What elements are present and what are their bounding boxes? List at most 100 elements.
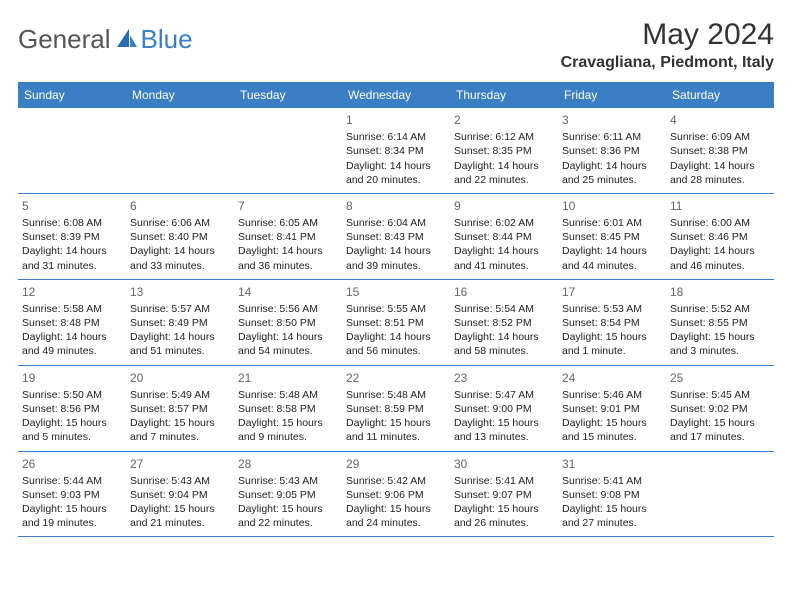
day-info-line: Daylight: 15 hours — [22, 416, 122, 430]
day-info-line: and 31 minutes. — [22, 259, 122, 273]
day-info-line: Daylight: 15 hours — [346, 502, 446, 516]
day-info-line: Sunset: 8:38 PM — [670, 144, 770, 158]
day-info-line: and 5 minutes. — [22, 430, 122, 444]
calendar-day-cell: 25Sunrise: 5:45 AMSunset: 9:02 PMDayligh… — [666, 366, 774, 451]
calendar-day-cell — [234, 108, 342, 193]
calendar-day-cell: 9Sunrise: 6:02 AMSunset: 8:44 PMDaylight… — [450, 194, 558, 279]
day-info-line: and 24 minutes. — [346, 516, 446, 530]
weekday-header: Friday — [558, 82, 666, 108]
day-info-line: Sunset: 9:01 PM — [562, 402, 662, 416]
day-info-line: Sunset: 8:40 PM — [130, 230, 230, 244]
day-number: 9 — [454, 198, 554, 214]
day-info-line: Sunrise: 6:02 AM — [454, 216, 554, 230]
day-number: 10 — [562, 198, 662, 214]
logo-text-1: General — [18, 24, 111, 55]
day-number: 18 — [670, 284, 770, 300]
day-info-line: Daylight: 15 hours — [130, 416, 230, 430]
calendar-day-cell: 21Sunrise: 5:48 AMSunset: 8:58 PMDayligh… — [234, 366, 342, 451]
calendar-day-cell: 22Sunrise: 5:48 AMSunset: 8:59 PMDayligh… — [342, 366, 450, 451]
calendar-day-cell: 14Sunrise: 5:56 AMSunset: 8:50 PMDayligh… — [234, 280, 342, 365]
weekday-header: Sunday — [18, 82, 126, 108]
day-info-line: Sunset: 8:56 PM — [22, 402, 122, 416]
day-info-line: and 20 minutes. — [346, 173, 446, 187]
calendar-day-cell: 26Sunrise: 5:44 AMSunset: 9:03 PMDayligh… — [18, 452, 126, 537]
day-info-line: Daylight: 14 hours — [346, 159, 446, 173]
day-info-line: and 17 minutes. — [670, 430, 770, 444]
day-info-line: and 11 minutes. — [346, 430, 446, 444]
day-number: 12 — [22, 284, 122, 300]
day-info-line: and 7 minutes. — [130, 430, 230, 444]
day-info-line: Sunset: 8:58 PM — [238, 402, 338, 416]
day-number: 26 — [22, 456, 122, 472]
day-number: 7 — [238, 198, 338, 214]
day-info-line: Sunrise: 5:43 AM — [130, 474, 230, 488]
calendar-week-row: 5Sunrise: 6:08 AMSunset: 8:39 PMDaylight… — [18, 194, 774, 280]
day-info-line: and 9 minutes. — [238, 430, 338, 444]
day-number: 14 — [238, 284, 338, 300]
day-info-line: and 54 minutes. — [238, 344, 338, 358]
location: Cravagliana, Piedmont, Italy — [561, 54, 774, 72]
calendar-day-cell: 27Sunrise: 5:43 AMSunset: 9:04 PMDayligh… — [126, 452, 234, 537]
calendar-day-cell: 13Sunrise: 5:57 AMSunset: 8:49 PMDayligh… — [126, 280, 234, 365]
calendar-day-cell: 31Sunrise: 5:41 AMSunset: 9:08 PMDayligh… — [558, 452, 666, 537]
day-info-line: and 22 minutes. — [238, 516, 338, 530]
calendar-day-cell: 17Sunrise: 5:53 AMSunset: 8:54 PMDayligh… — [558, 280, 666, 365]
day-info-line: Sunrise: 6:09 AM — [670, 130, 770, 144]
day-info-line: Daylight: 15 hours — [454, 502, 554, 516]
day-info-line: and 56 minutes. — [346, 344, 446, 358]
day-info-line: Daylight: 15 hours — [454, 416, 554, 430]
day-info-line: and 1 minute. — [562, 344, 662, 358]
day-number: 2 — [454, 112, 554, 128]
day-info-line: Sunrise: 6:05 AM — [238, 216, 338, 230]
day-info-line: Sunrise: 5:41 AM — [562, 474, 662, 488]
day-info-line: and 22 minutes. — [454, 173, 554, 187]
day-number: 8 — [346, 198, 446, 214]
day-info-line: and 46 minutes. — [670, 259, 770, 273]
day-info-line: Daylight: 15 hours — [562, 416, 662, 430]
day-info-line: Daylight: 14 hours — [670, 159, 770, 173]
calendar-day-cell: 7Sunrise: 6:05 AMSunset: 8:41 PMDaylight… — [234, 194, 342, 279]
day-info-line: and 44 minutes. — [562, 259, 662, 273]
day-info-line: Sunrise: 6:06 AM — [130, 216, 230, 230]
day-info-line: Daylight: 15 hours — [562, 502, 662, 516]
day-info-line: Sunrise: 5:48 AM — [238, 388, 338, 402]
calendar-day-cell: 2Sunrise: 6:12 AMSunset: 8:35 PMDaylight… — [450, 108, 558, 193]
calendar: SundayMondayTuesdayWednesdayThursdayFrid… — [18, 82, 774, 537]
day-info-line: Sunset: 9:03 PM — [22, 488, 122, 502]
day-info-line: and 27 minutes. — [562, 516, 662, 530]
day-info-line: Sunrise: 5:54 AM — [454, 302, 554, 316]
header: General Blue May 2024 Cravagliana, Piedm… — [18, 18, 774, 78]
day-info-line: Sunrise: 6:12 AM — [454, 130, 554, 144]
day-info-line: and 33 minutes. — [130, 259, 230, 273]
day-info-line: Sunset: 8:48 PM — [22, 316, 122, 330]
day-info-line: Daylight: 15 hours — [130, 502, 230, 516]
day-number: 3 — [562, 112, 662, 128]
day-info-line: and 13 minutes. — [454, 430, 554, 444]
calendar-day-cell: 8Sunrise: 6:04 AMSunset: 8:43 PMDaylight… — [342, 194, 450, 279]
day-number: 1 — [346, 112, 446, 128]
logo-sail-icon — [115, 27, 139, 54]
weekday-header: Tuesday — [234, 82, 342, 108]
day-info-line: and 58 minutes. — [454, 344, 554, 358]
day-info-line: Sunset: 8:52 PM — [454, 316, 554, 330]
calendar-week-row: 1Sunrise: 6:14 AMSunset: 8:34 PMDaylight… — [18, 108, 774, 194]
day-info-line: Sunset: 9:07 PM — [454, 488, 554, 502]
day-info-line: Sunset: 8:34 PM — [346, 144, 446, 158]
day-number: 16 — [454, 284, 554, 300]
day-info-line: Sunrise: 6:11 AM — [562, 130, 662, 144]
day-info-line: Daylight: 15 hours — [562, 330, 662, 344]
day-info-line: Daylight: 14 hours — [22, 330, 122, 344]
day-info-line: Sunrise: 5:44 AM — [22, 474, 122, 488]
day-info-line: Sunset: 8:50 PM — [238, 316, 338, 330]
day-number: 29 — [346, 456, 446, 472]
calendar-day-cell: 18Sunrise: 5:52 AMSunset: 8:55 PMDayligh… — [666, 280, 774, 365]
day-info-line: Daylight: 15 hours — [346, 416, 446, 430]
day-info-line: Sunrise: 5:52 AM — [670, 302, 770, 316]
day-info-line: Sunrise: 5:45 AM — [670, 388, 770, 402]
day-number: 19 — [22, 370, 122, 386]
day-info-line: Sunrise: 6:00 AM — [670, 216, 770, 230]
weekday-header: Thursday — [450, 82, 558, 108]
day-info-line: Sunset: 8:51 PM — [346, 316, 446, 330]
day-number: 23 — [454, 370, 554, 386]
title-block: May 2024 Cravagliana, Piedmont, Italy — [561, 18, 774, 78]
